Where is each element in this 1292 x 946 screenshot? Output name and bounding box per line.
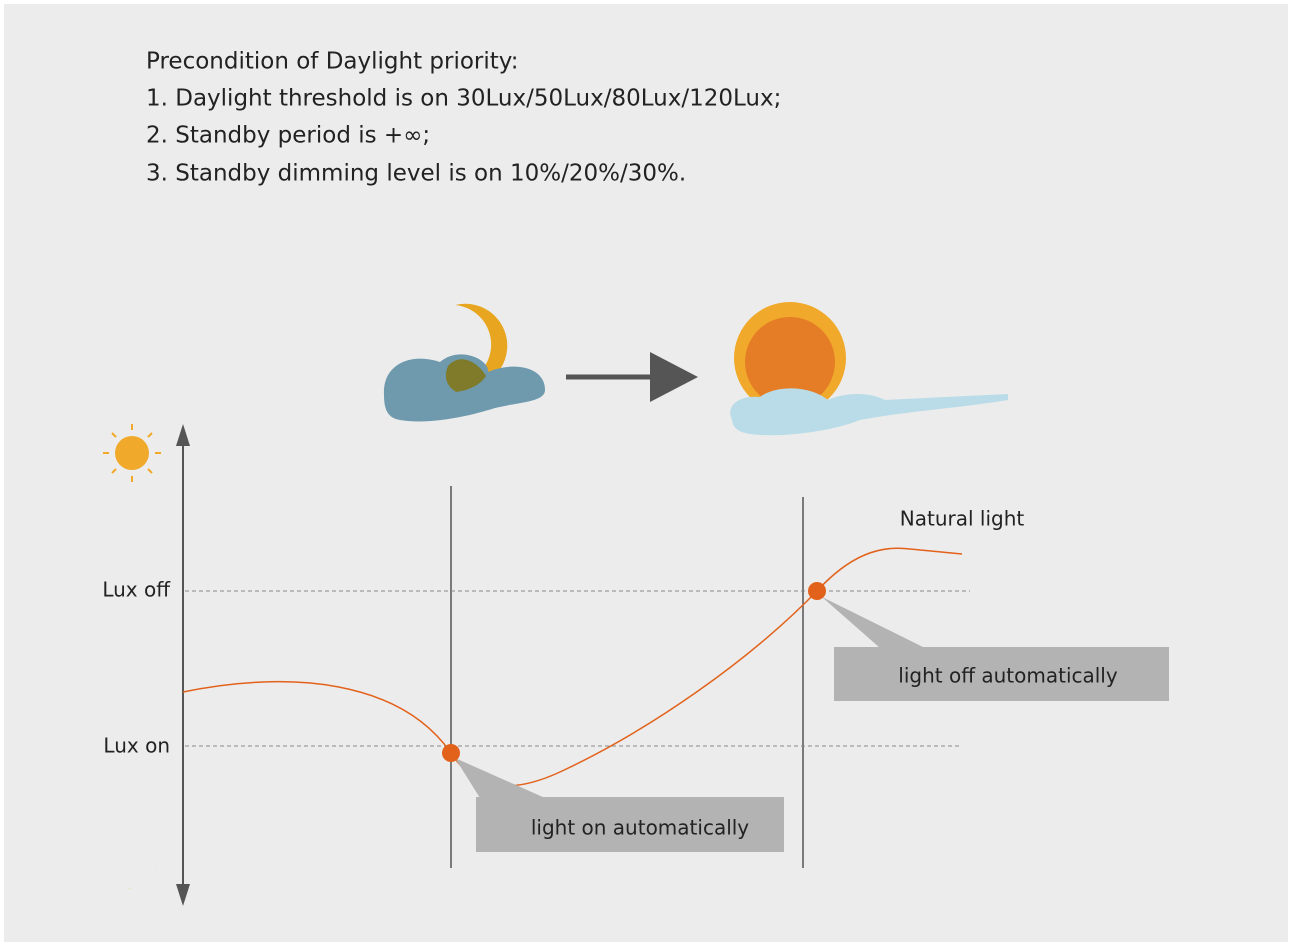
sun-small-icon [103,424,161,482]
precondition-title: Precondition of Daylight priority: [146,49,518,75]
callout-box [476,797,784,852]
callout-pointer [822,597,925,648]
switch-point [808,582,826,600]
precondition-item: 1. Daylight threshold is on 30Lux/50Lux/… [146,86,781,112]
callout-text: light on automatically [531,816,749,840]
day-icon [730,302,1008,436]
vertical-axis [176,424,190,906]
level-label: Lux off [102,578,171,602]
level-label: Lux on [103,734,170,758]
curve-label: Natural light [900,507,1025,531]
precondition-item: 2. Standby period is +∞; [146,123,430,149]
callout-box [834,647,1169,701]
callout-text: light off automatically [898,664,1118,688]
background [4,4,1288,942]
switch-point [442,744,460,762]
precondition-item: 3. Standby dimming level is on 10%/20%/3… [146,161,686,187]
transition-arrow [566,352,698,402]
light-curve [182,547,963,787]
callout-pointer [455,758,545,798]
night-icon [383,303,545,422]
